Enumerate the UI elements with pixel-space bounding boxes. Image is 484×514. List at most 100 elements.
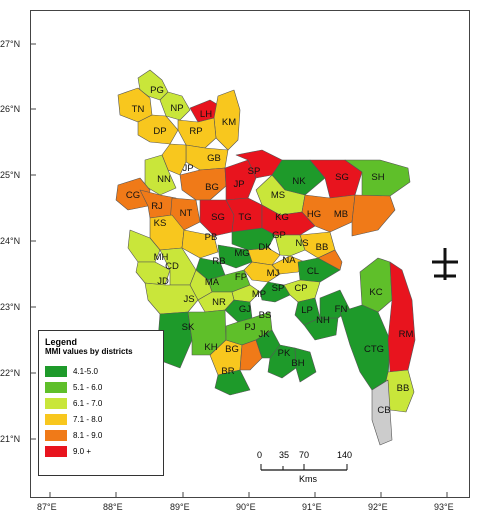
region-gj	[224, 299, 253, 323]
district-label: PJ	[244, 322, 255, 333]
scale-tick-label: 0	[257, 450, 263, 460]
district-label: SG	[335, 172, 349, 183]
region-bg-n	[179, 167, 227, 201]
district-label: NH	[316, 315, 330, 326]
lon-label: 89°E	[170, 502, 190, 512]
region-br	[214, 369, 251, 396]
lon-label: 93°E	[434, 502, 454, 512]
district-label: MP	[252, 289, 266, 300]
legend-label: 9.0 +	[73, 446, 92, 456]
district-label: BG	[205, 182, 219, 193]
district-label: GJ	[239, 304, 251, 315]
district-label: LP	[301, 305, 313, 316]
district-label: LH	[200, 109, 212, 120]
district-label: NP	[170, 103, 183, 114]
district-label: PG	[150, 85, 164, 96]
legend-item: 4.1-5.0	[45, 363, 157, 379]
district-label: SK	[182, 322, 195, 333]
region-mb	[351, 194, 396, 237]
district-label: RB	[212, 256, 225, 267]
district-label: MB	[334, 209, 348, 220]
district-label: CTG	[364, 344, 384, 355]
region-bb-s	[317, 249, 343, 271]
district-label: FN	[335, 304, 348, 315]
region-dp	[137, 114, 179, 145]
district-label: SG	[211, 212, 225, 223]
district-label: KC	[369, 287, 382, 298]
region-rp	[177, 117, 217, 149]
region-bh	[294, 347, 317, 383]
region-pb	[181, 229, 219, 259]
district-label: RP	[189, 126, 202, 137]
lat-label: 23°N	[0, 302, 20, 312]
legend-swatch	[45, 429, 67, 441]
district-label: MG	[234, 248, 249, 259]
legend-item: 9.0 +	[45, 443, 157, 459]
district-label: KH	[204, 342, 217, 353]
district-label: BB	[316, 242, 329, 253]
region-rm	[387, 261, 416, 373]
legend-item: 8.1 - 9.0	[45, 427, 157, 443]
district-label: NS	[295, 238, 308, 249]
lat-label: 27°N	[0, 39, 20, 49]
region-mg	[217, 244, 253, 269]
legend-label: 8.1 - 9.0	[73, 430, 103, 440]
legend-label: 4.1-5.0	[73, 366, 98, 376]
lat-label: 22°N	[0, 368, 20, 378]
legend-swatch	[45, 397, 67, 409]
legend-subtitle: MMI values by districts	[45, 347, 133, 356]
region-js	[144, 282, 199, 315]
lon-label: 88°E	[103, 502, 123, 512]
legend-item: 6.1 - 7.0	[45, 395, 157, 411]
district-label: SP	[272, 283, 285, 294]
district-label: KM	[222, 117, 236, 128]
district-label: CB	[377, 405, 390, 416]
district-label: NA	[282, 255, 296, 266]
district-label: BR	[221, 366, 234, 377]
district-label: CL	[307, 266, 319, 277]
legend-item: 5.1 - 6.0	[45, 379, 157, 395]
district-label: KS	[154, 218, 167, 229]
lon-label: 92°E	[368, 502, 388, 512]
scale-tick-label: 70	[299, 450, 310, 460]
district-label: JK	[258, 329, 270, 340]
district-label: SH	[371, 172, 384, 183]
lat-axis: 27°N 26°N 25°N 24°N 23°N 22°N 21°N	[0, 39, 36, 444]
region-ns	[274, 234, 306, 257]
legend-item: 7.1 - 8.0	[45, 411, 157, 427]
district-label: MH	[154, 252, 169, 263]
lon-label: 87°E	[37, 502, 57, 512]
scale-bar: 0 35 70 140 Kms	[255, 450, 355, 490]
district-label: TN	[132, 104, 145, 115]
district-label: BG	[225, 344, 239, 355]
district-label: PB	[205, 232, 218, 243]
lat-label: 24°N	[0, 236, 20, 246]
scale-bar-line	[260, 464, 348, 471]
lon-axis: 87°E 88°E 89°E 90°E 91°E 92°E 93°E	[37, 492, 454, 512]
region-kc	[359, 257, 393, 313]
district-label: JS	[183, 294, 194, 305]
district-label: BH	[291, 358, 304, 369]
scale-tick-label: 140	[337, 450, 353, 460]
region-hg	[301, 194, 356, 233]
district-label: FP	[235, 272, 247, 283]
district-label: MJ	[267, 268, 280, 279]
legend-label: 7.1 - 8.0	[73, 414, 103, 424]
legend-title: Legend	[45, 337, 78, 347]
district-label: RM	[399, 329, 414, 340]
district-label: KG	[275, 212, 289, 223]
district-label: NT	[180, 208, 193, 219]
district-label: CD	[165, 261, 179, 272]
legend-swatch	[45, 413, 67, 425]
lat-label: 21°N	[0, 434, 20, 444]
legend-label: 5.1 - 6.0	[73, 382, 103, 392]
district-label: BB	[397, 383, 410, 394]
district-label: SP	[248, 166, 261, 177]
district-label: DK	[258, 242, 272, 253]
district-labels: PG NP TN LH KM DP RP GB JP NN SP BG JP N…	[126, 85, 414, 416]
district-label: NR	[212, 297, 226, 308]
district-label: RJ	[151, 201, 163, 212]
scale-unit: Kms	[299, 474, 317, 484]
lat-label: 26°N	[0, 104, 20, 114]
lon-label: 91°E	[302, 502, 322, 512]
